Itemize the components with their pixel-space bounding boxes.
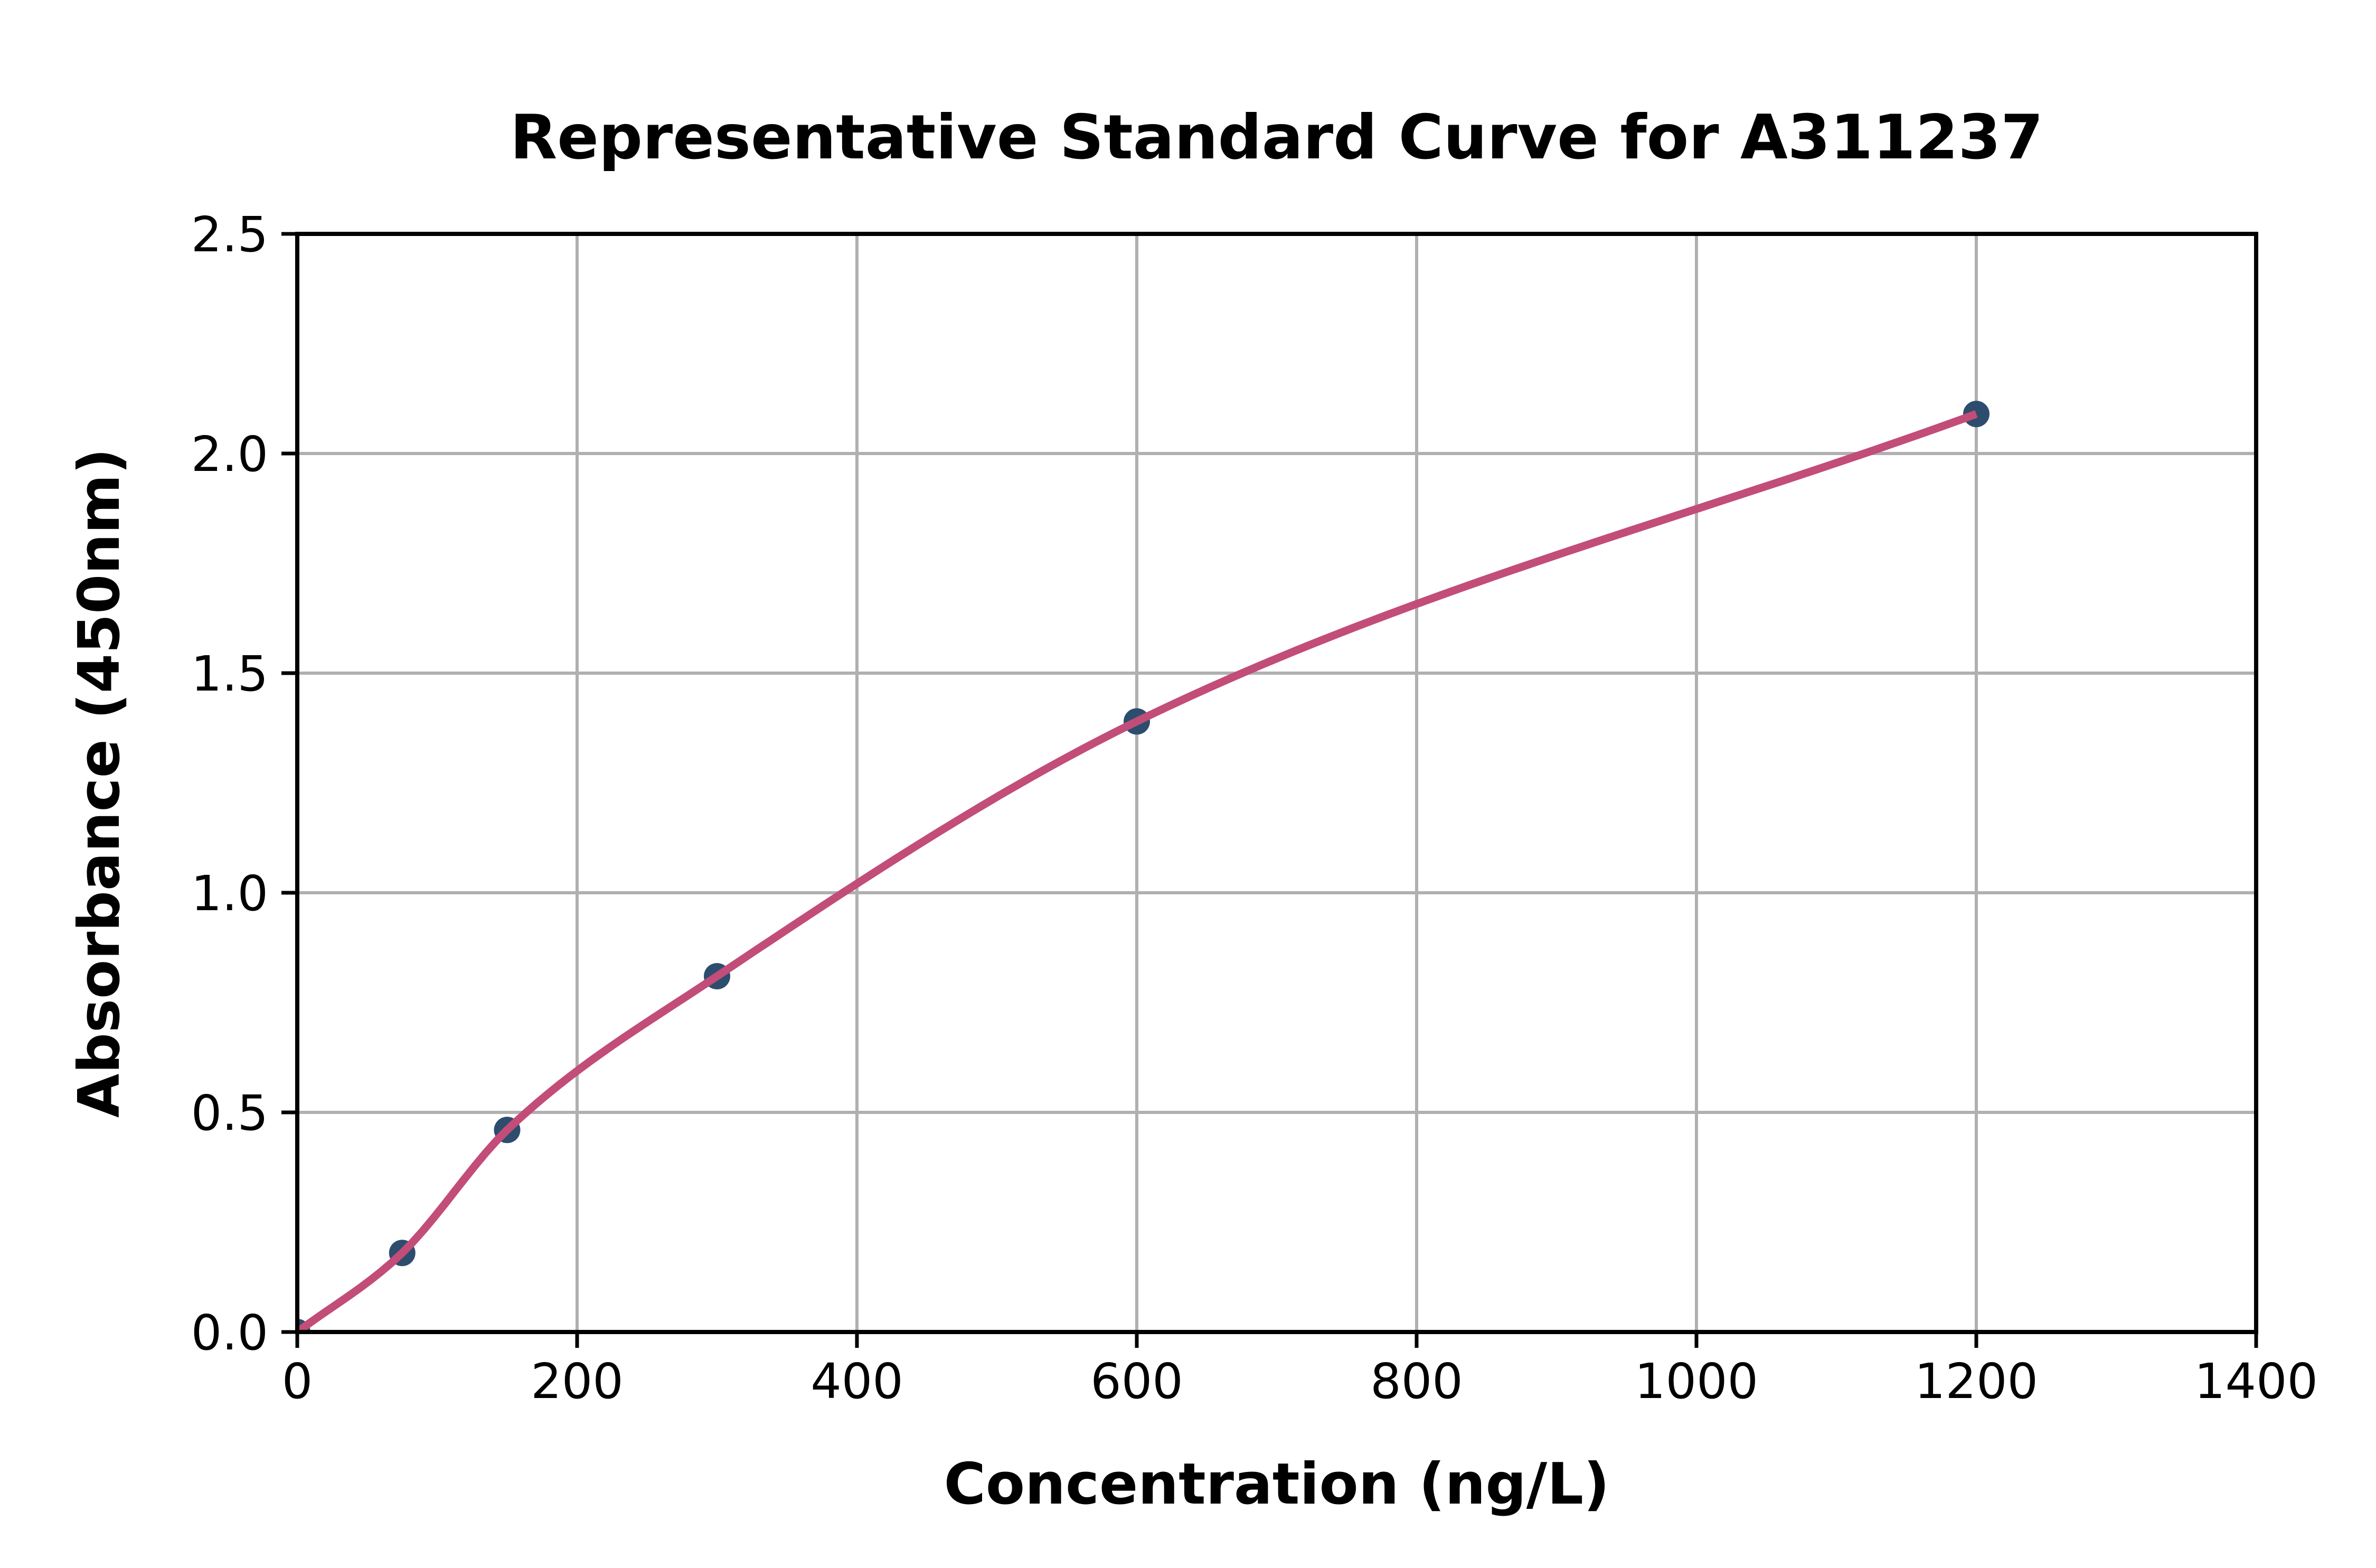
y-axis-label: Absorbance (450nm) (67, 448, 133, 1118)
x-axis-label: Concentration (ng/L) (944, 1451, 1610, 1517)
y-tick-label: 0.5 (191, 1085, 268, 1141)
x-tick-label: 400 (810, 1353, 903, 1410)
x-tick-label: 200 (531, 1353, 624, 1410)
axes: 0 200 400 600 800 1000 1200 1400 0.0 0.5 1.0 1.5 2.0… (191, 206, 2318, 1410)
chart-title: Representative Standard Curve for A31123… (510, 102, 2043, 173)
gridlines (296, 232, 2258, 1334)
y-tick-label: 1.5 (191, 646, 268, 702)
x-tick-label: 600 (1090, 1353, 1183, 1410)
y-tick-label: 1.0 (191, 865, 268, 922)
x-tick-label: 800 (1370, 1353, 1463, 1410)
x-tick-label: 1400 (2194, 1353, 2318, 1410)
y-tick-label: 0.0 (191, 1305, 268, 1361)
fit-curve (297, 410, 1978, 1332)
y-tick-label: 2.5 (191, 206, 268, 263)
plot-border (295, 232, 2258, 1334)
x-tick-label: 1000 (1635, 1353, 1758, 1410)
x-tick-label: 1200 (1915, 1353, 2038, 1410)
y-tick-label: 2.0 (191, 426, 268, 483)
x-tick-label: 0 (282, 1353, 313, 1410)
fit-curve-path (297, 410, 1978, 1332)
